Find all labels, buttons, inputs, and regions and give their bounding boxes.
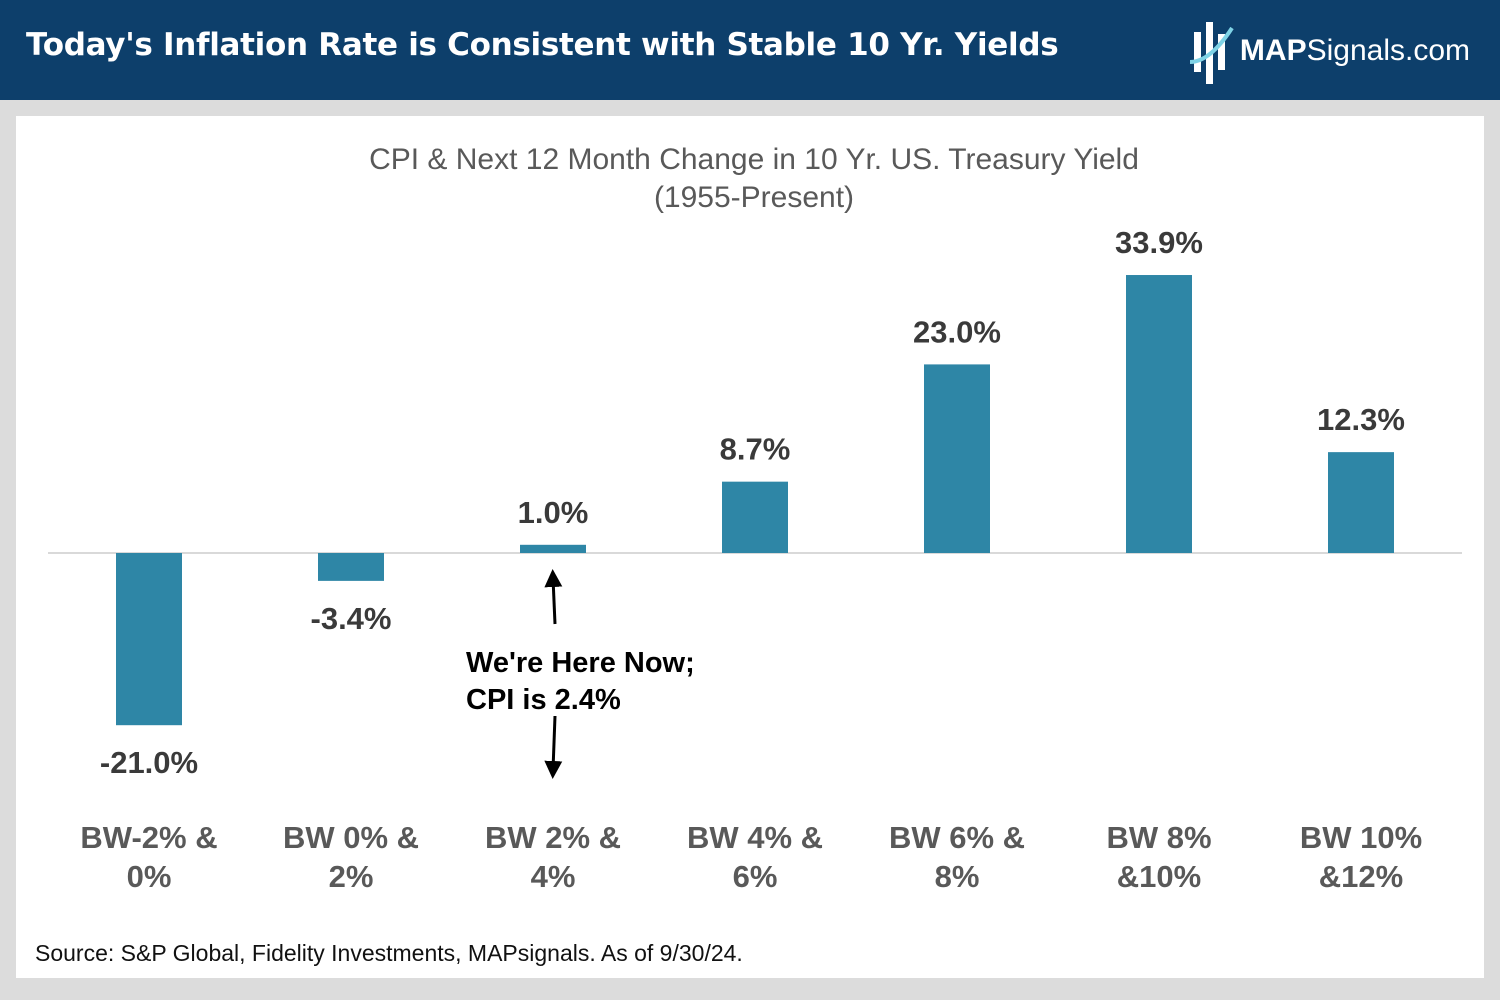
brand-name: MAPSignals.com [1239,34,1470,67]
annotation-arrow-down [544,715,563,779]
bar [520,544,586,553]
category-label: &12% [1319,859,1403,894]
category-label: 4% [531,859,576,894]
bar [116,553,182,726]
data-label: -21.0% [100,745,198,780]
category-label: BW 4% & [687,820,823,855]
page-title: Today's Inflation Rate is Consistent wit… [26,27,1059,63]
category-label: 8% [935,859,980,894]
bar [722,481,788,553]
bar [318,553,384,581]
chart-panel: CPI & Next 12 Month Change in 10 Yr. US.… [16,116,1484,978]
bar [1126,275,1192,553]
data-label: 12.3% [1317,402,1405,437]
category-label: 2% [329,859,374,894]
data-label: 8.7% [720,432,791,467]
bar [924,364,990,553]
source-note: Source: S&P Global, Fidelity Investments… [35,940,743,966]
category-label: BW 10% [1300,820,1422,855]
annotation-arrow-up [544,569,563,625]
mapsignals-logo-icon [1189,22,1234,84]
data-label: 23.0% [913,314,1001,349]
category-label: BW 8% [1106,820,1211,855]
category-label: BW 0% & [283,820,419,855]
chart-title: CPI & Next 12 Month Change in 10 Yr. US.… [369,143,1139,176]
header-banner: Today's Inflation Rate is Consistent wit… [0,0,1500,100]
data-label: -3.4% [311,601,392,636]
category-label: BW-2% & [80,820,217,855]
annotation-text: We're Here Now; [466,647,695,679]
data-label: 1.0% [518,495,589,530]
category-label: 0% [127,859,172,894]
bar [1328,452,1394,553]
category-label: BW 6% & [889,820,1025,855]
brand-logo: MAPSignals.com [1189,18,1470,84]
category-label: 6% [733,859,778,894]
annotation-text: CPI is 2.4% [466,684,621,716]
category-label: &10% [1117,859,1201,894]
chart-subtitle: (1955-Present) [654,181,854,214]
data-label: 33.9% [1115,225,1203,260]
category-label: BW 2% & [485,820,621,855]
bar-chart: CPI & Next 12 Month Change in 10 Yr. US.… [48,143,1462,894]
